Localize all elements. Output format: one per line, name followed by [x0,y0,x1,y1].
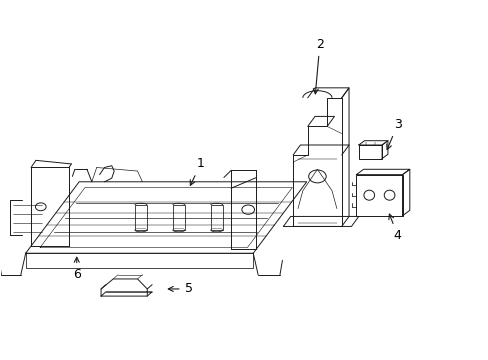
Text: 6: 6 [73,257,81,281]
Text: 3: 3 [386,118,401,149]
Bar [172,205,184,230]
Text: 5: 5 [168,283,192,296]
Bar [358,145,381,158]
Bar [356,175,402,216]
Text: 2: 2 [313,38,323,94]
Text: 1: 1 [190,157,204,185]
Bar [135,205,147,230]
Text: 4: 4 [388,214,401,242]
Bar [210,205,223,230]
